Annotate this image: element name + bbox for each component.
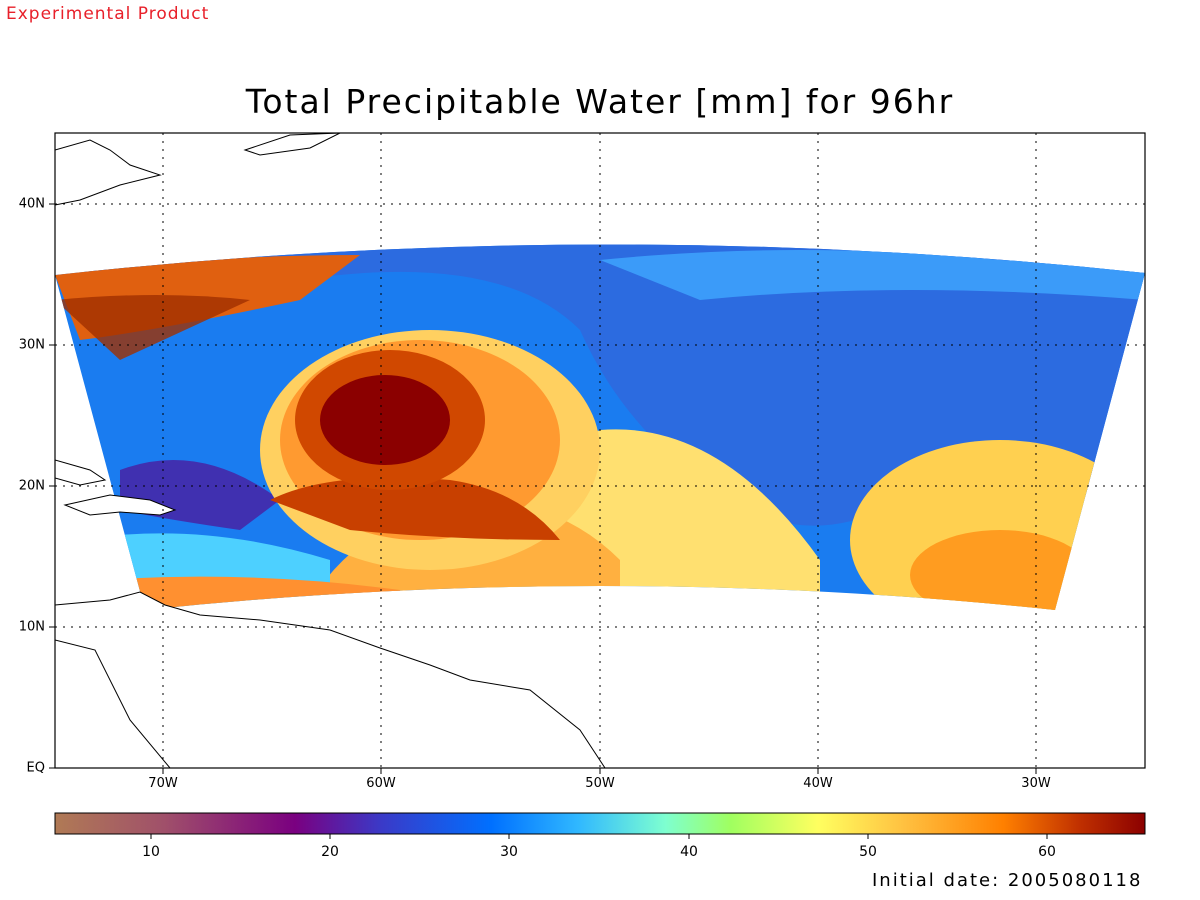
field-band-north [600, 250, 1145, 300]
storm-eye-region [320, 375, 450, 465]
lat-label-eq: EQ [26, 760, 45, 776]
colorbar-label-50: 50 [859, 844, 877, 860]
coast-northeast-us [55, 139, 162, 206]
colorbar-ticks [150, 834, 1048, 839]
axis-ticks [49, 203, 1037, 774]
lat-label-30n: 30N [18, 337, 45, 353]
map-title: Total Precipitable Water [mm] for 96hr [245, 82, 955, 121]
experimental-product-label: Experimental Product [6, 4, 210, 24]
lat-label-10n: 10N [18, 619, 45, 635]
lat-label-20n: 20N [18, 478, 45, 494]
colorbar-label-60: 60 [1038, 844, 1056, 860]
tpw-field [55, 244, 1145, 610]
colorbar-label-30: 30 [500, 844, 518, 860]
coast-hispaniola [63, 494, 177, 516]
coast-cuba [55, 459, 107, 486]
gridlines [55, 133, 1145, 768]
colorbar-label-10: 10 [142, 844, 160, 860]
field-band-nw-dark [55, 295, 250, 360]
coast-south-america [55, 591, 606, 768]
colorbar-label-40: 40 [680, 844, 698, 860]
colorbar [54, 812, 1146, 835]
field-moist-east-core [910, 530, 1090, 610]
coast-nova-scotia [243, 133, 341, 156]
lat-label-40n: 40N [18, 196, 45, 212]
lon-label-60w: 60W [366, 776, 396, 791]
lon-label-40w: 40W [803, 776, 833, 791]
lon-label-30w: 30W [1021, 776, 1051, 791]
initial-date: Initial date: 2005080118 [872, 870, 1143, 891]
coastlines [55, 133, 606, 768]
colorbar-label-20: 20 [321, 844, 339, 860]
storm-tail [270, 477, 560, 540]
lon-label-70w: 70W [148, 776, 178, 791]
lon-label-50w: 50W [585, 776, 615, 791]
